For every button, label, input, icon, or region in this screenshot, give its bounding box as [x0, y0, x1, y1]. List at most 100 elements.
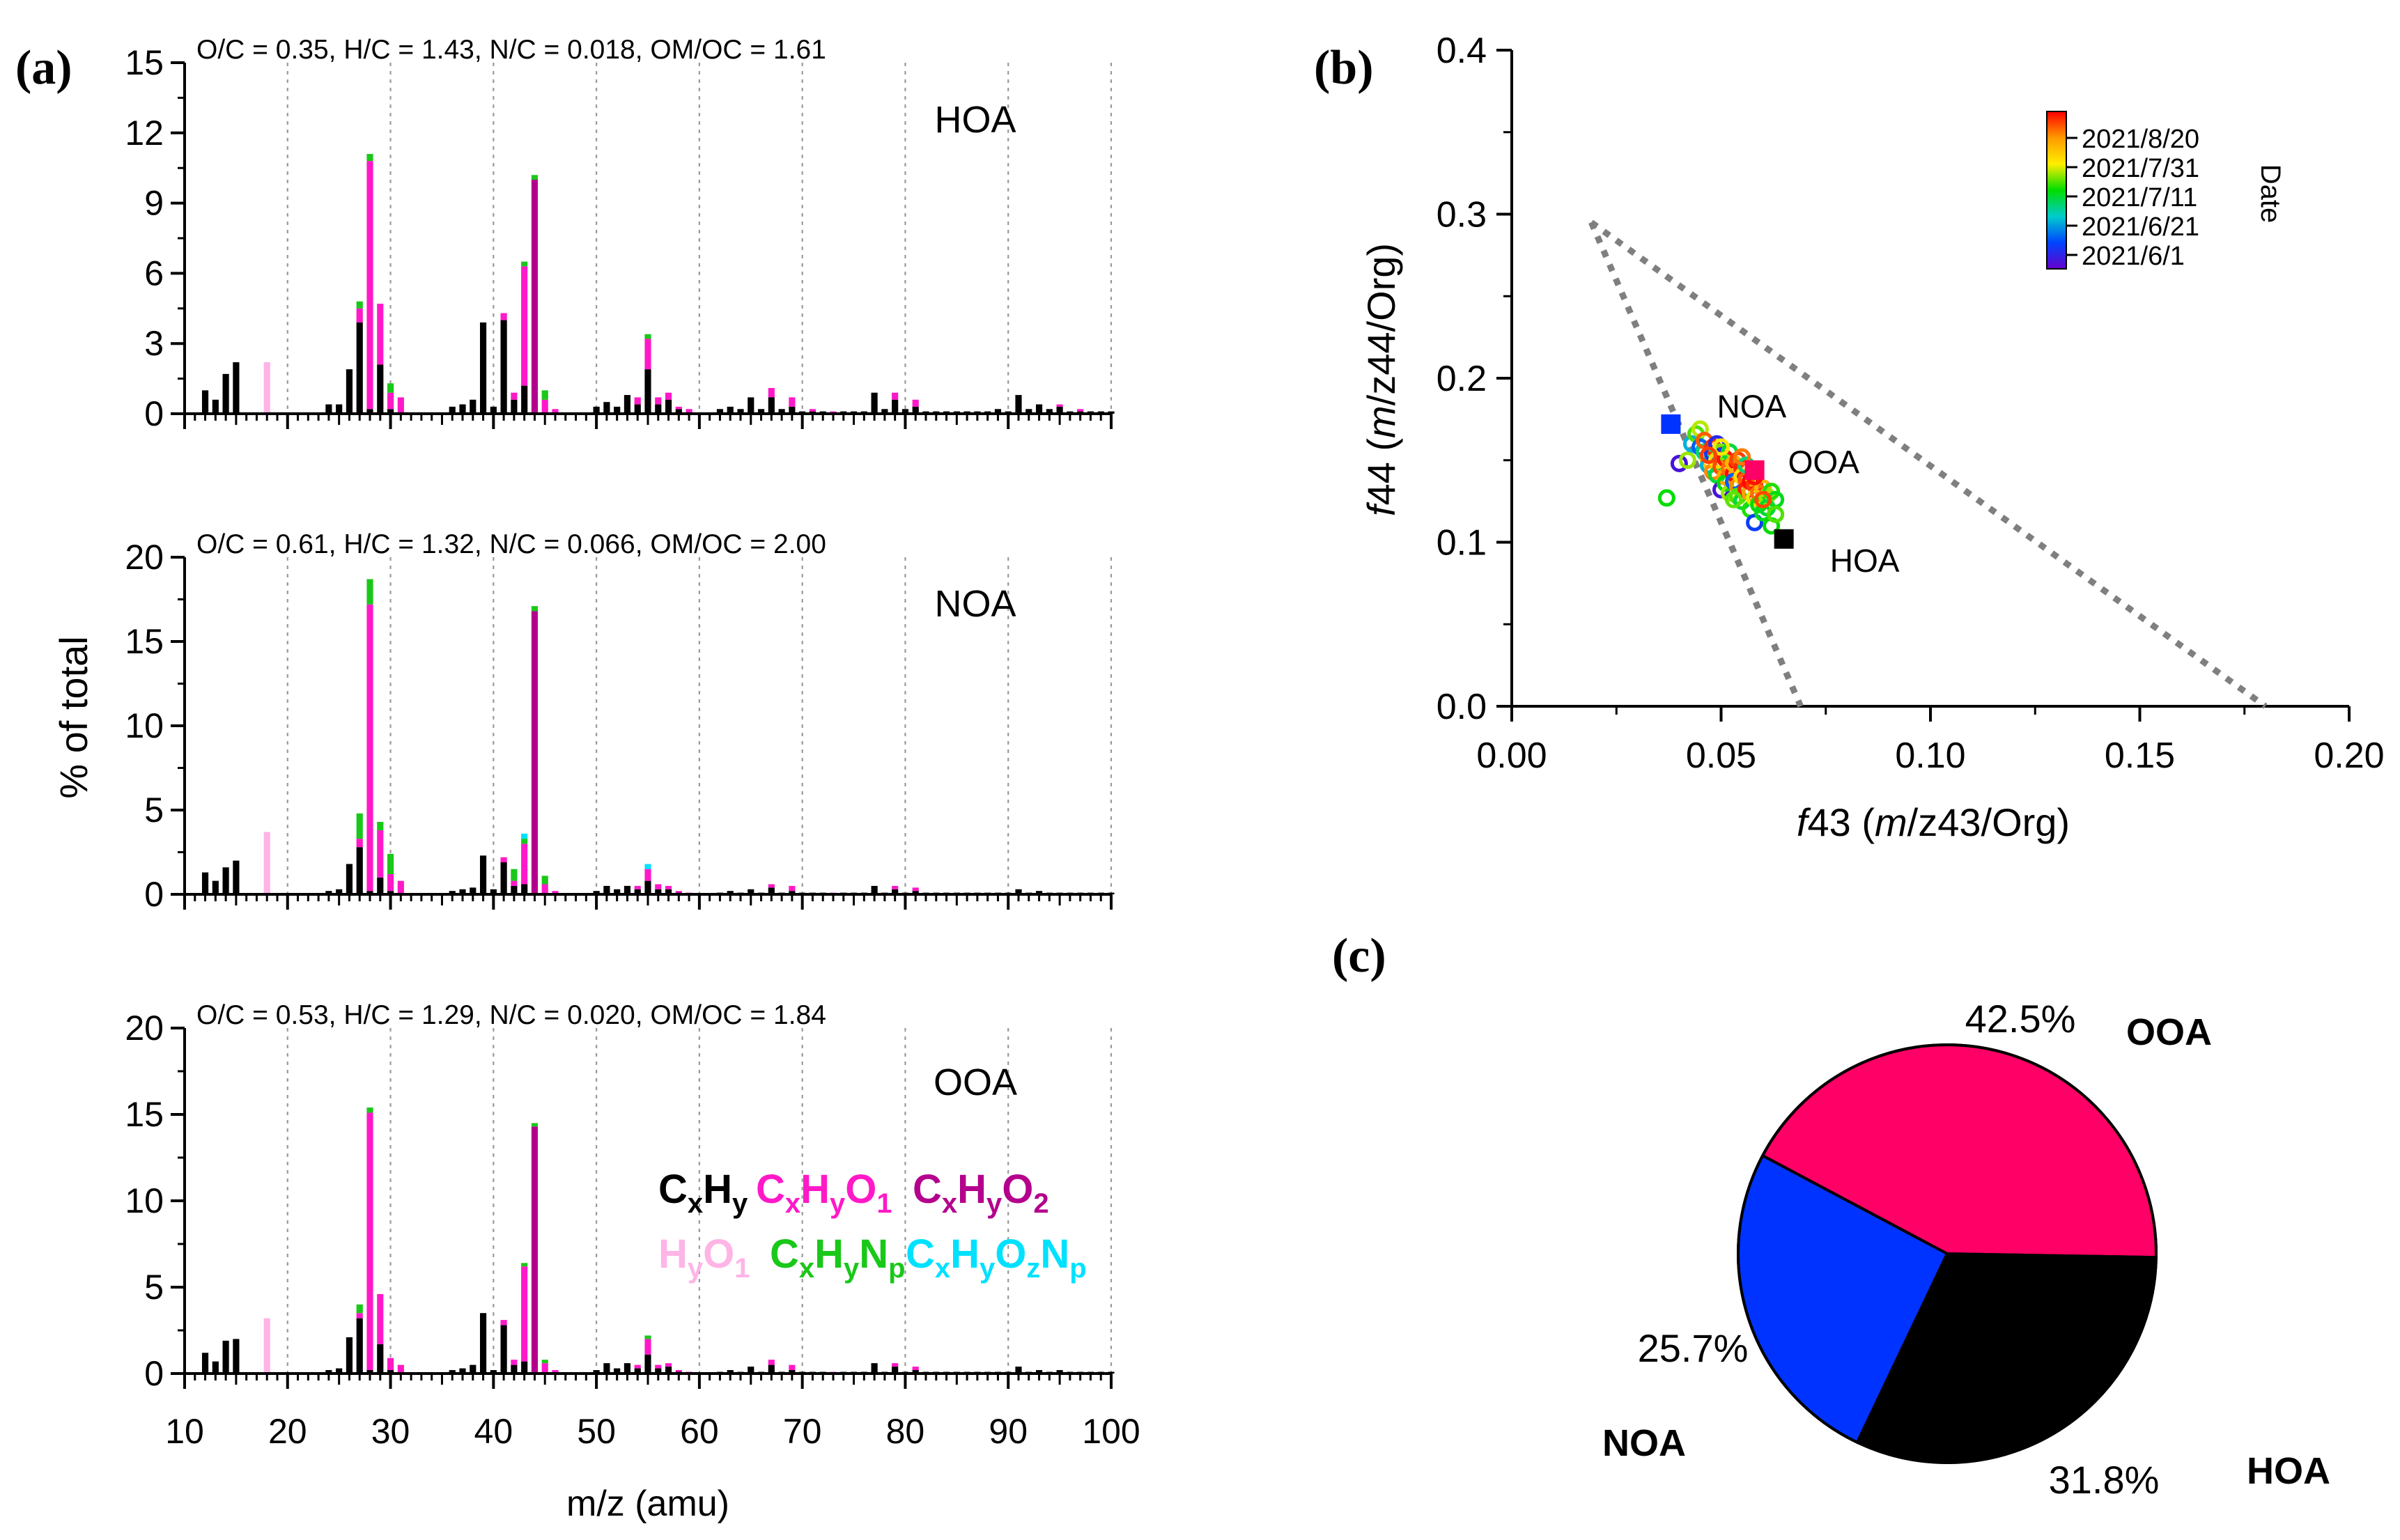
panel-b-triangle-plot: (b) 0.0 0.1 0.2 0.3 0.4 0.00 0.05 0.10 0.15 0.20 f… [1314, 31, 2385, 844]
legend-element: O [995, 1231, 1026, 1277]
data-point [1746, 513, 1764, 531]
bar-segment-CxHyNp [511, 869, 518, 881]
y-tick-label: 9 [144, 184, 164, 223]
bar-segment-CxHyO1 [789, 397, 796, 407]
bar-segment-CxHy [356, 322, 363, 414]
bar-mz-54 [634, 885, 641, 894]
data-point [1657, 489, 1675, 507]
bar-segment-CxHyNp [531, 606, 539, 612]
bar-segment-CxHyO1 [655, 397, 662, 405]
bar-segment-CxHyNp [366, 579, 373, 605]
bar-mz-57 [665, 392, 672, 414]
y-axis-title: f44 (m/z44/Org) [1359, 243, 1403, 516]
bar-mz-58 [675, 406, 682, 414]
bar-mz-27 [356, 813, 363, 894]
y-tick-label: 0.3 [1437, 195, 1487, 235]
legend-element: O [1002, 1167, 1033, 1212]
factor-name: NOA [934, 583, 1016, 625]
bar-mz-40 [490, 1370, 497, 1374]
y-tick-label: 5 [144, 791, 164, 830]
data-point [1712, 438, 1730, 456]
bar-segment-CxHy [325, 891, 332, 894]
y-tick-label: 6 [144, 254, 164, 293]
colorbar [2046, 111, 2067, 270]
bar-segment-CxHy [212, 399, 219, 414]
bar-segment-CxHy [459, 889, 466, 894]
bar-segment-CxHyO1 [634, 885, 641, 889]
legend-entry-CxHyNp: CxHyNp [770, 1231, 906, 1284]
legend-element: H [957, 1167, 986, 1212]
x-tick-label: 70 [783, 1412, 822, 1451]
bar-mz-13 [212, 399, 219, 414]
bar-segment-CxHyO1 [500, 313, 507, 320]
bar-segment-CxHyO1 [1077, 409, 1084, 412]
legend-element: H [703, 1167, 732, 1212]
bar-segment-CxHy [449, 891, 456, 894]
data-point [1678, 451, 1696, 469]
bar-segment-CxHy [366, 891, 373, 894]
bar-segment-CxHyO1 [500, 857, 507, 863]
x-tick-label: 90 [989, 1412, 1028, 1451]
bar-segment-CxHyO1 [644, 869, 651, 881]
axis-title-part: /z43/Org) [1907, 800, 2070, 844]
bar-segment-CxHy [470, 399, 477, 414]
bar-mz-95 [1056, 1370, 1063, 1374]
bar-segment-CxHyO1 [500, 1320, 507, 1325]
bar-segment-CxHy [716, 409, 724, 414]
bar-mz-41 [500, 313, 507, 414]
colorbar-tick-label: 2021/7/11 [2082, 183, 2197, 212]
bar-mz-43 [521, 833, 528, 894]
bar-mz-54 [634, 397, 641, 414]
bar-segment-CxHyOzNp [644, 864, 651, 869]
bar-mz-36 [449, 1370, 456, 1374]
y-tick-label: 0.0 [1437, 687, 1487, 727]
bar-segment-CxHyO1 [541, 884, 548, 894]
legend-subscript: 1 [734, 1253, 750, 1284]
factor-label-noa: NOA [1717, 389, 1786, 425]
bar-segment-CxHy [624, 885, 631, 894]
bar-segment-CxHy [479, 1313, 487, 1374]
triangle-boundary-line [1589, 219, 2268, 709]
data-point [1767, 505, 1785, 523]
bar-segment-CxHy [336, 404, 343, 414]
bar-segment-CxHy [634, 889, 641, 894]
bar-segment-CxHyNp [366, 154, 373, 162]
bar-segment-CxHy [233, 1339, 240, 1374]
bar-segment-CxHy [624, 1363, 631, 1374]
bar-mz-95 [1056, 404, 1063, 414]
bar-segment-CxHy [768, 1364, 775, 1374]
data-point [1725, 490, 1743, 508]
bar-mz-80 [901, 409, 909, 414]
bar-segment-CxHy [201, 1353, 209, 1374]
bar-mz-18 [263, 1318, 270, 1374]
bar-segment-CxHy [778, 409, 785, 414]
legend-element: H [800, 1167, 830, 1212]
bar-segment-CxHy [201, 872, 209, 894]
bar-segment-CxHy [675, 409, 682, 414]
legend-entry-CxHy: CxHy [658, 1167, 748, 1219]
colorbar-tick-label: 2021/8/20 [2082, 125, 2199, 154]
bar-mz-54 [634, 1364, 641, 1374]
colorbar-title: Date [2255, 164, 2286, 224]
y-tick-label: 3 [144, 324, 164, 363]
bar-mz-77 [871, 885, 878, 894]
bar-mz-59 [686, 409, 692, 414]
bar-mz-30 [387, 383, 394, 414]
bar-mz-41 [500, 1320, 507, 1374]
bar-mz-57 [665, 1363, 672, 1374]
bar-segment-CxHyO1 [366, 604, 373, 892]
bar-segment-CxHy [614, 1368, 621, 1374]
bar-mz-27 [356, 1304, 363, 1374]
legend-subscript: z [1026, 1253, 1040, 1284]
bar-segment-CxHy [881, 409, 888, 414]
bar-segment-CxHy [603, 885, 610, 894]
bar-segment-CxHy [748, 889, 754, 894]
bar-segment-CxHyO1 [768, 1360, 775, 1365]
bar-mz-15 [233, 860, 240, 894]
bar-mz-94 [1046, 409, 1053, 414]
bar-segment-CxHy [655, 889, 662, 894]
bar-segment-CxHyO1 [912, 1367, 919, 1371]
bar-segment-CxHy [490, 889, 497, 894]
bar-segment-CxHyNp [521, 261, 528, 267]
bar-mz-15 [233, 362, 240, 414]
